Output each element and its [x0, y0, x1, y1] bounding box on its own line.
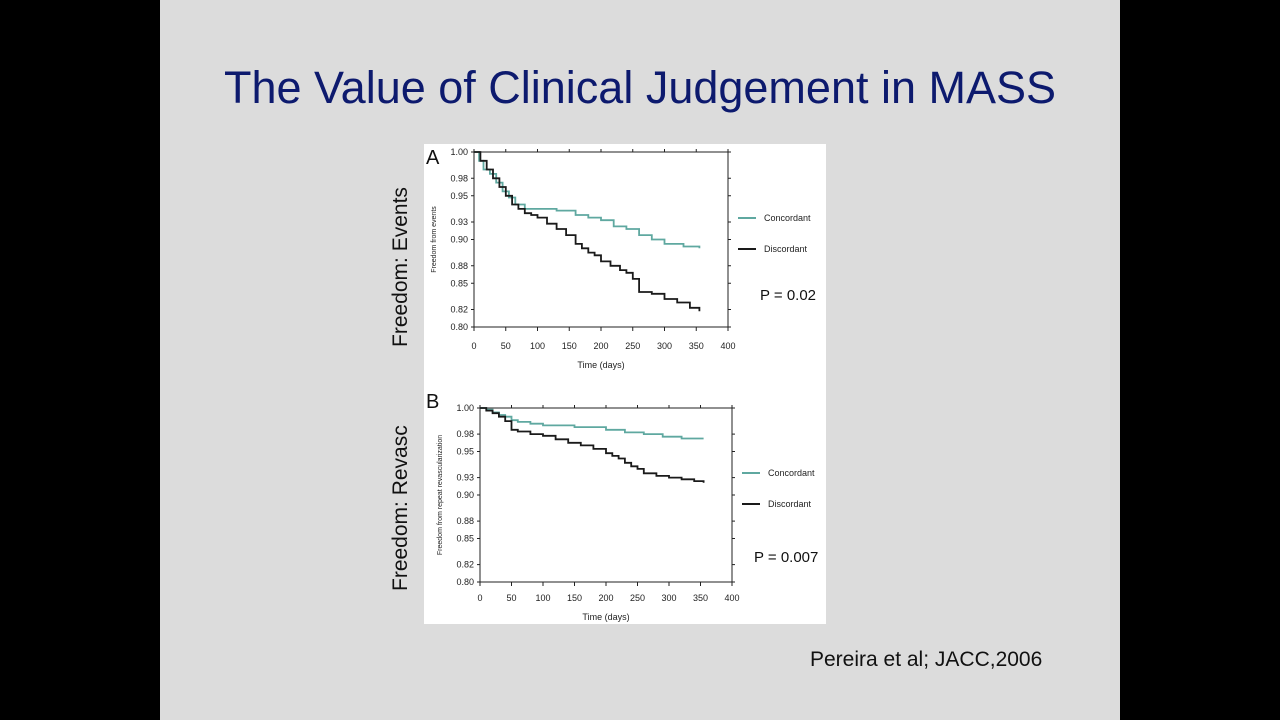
panel-b-xtick-label: 150 [567, 593, 582, 603]
panel-b-ytick-label: 0.98 [456, 429, 474, 439]
panel-a-frame [473, 151, 729, 328]
panel-a-legend-label-concordant: Concordant [764, 213, 811, 223]
panel-b-frame [479, 407, 733, 583]
panel-a-series-concordant-line [474, 151, 701, 249]
panel-a-legend-label-discordant: Discordant [764, 244, 808, 254]
panel-b-xtick-label: 300 [661, 593, 676, 603]
outer-ylabel-a: Freedom: Events [389, 187, 412, 347]
panel-b-ytick-label: 0.88 [456, 516, 474, 526]
panel-a-series-discordant-line [474, 151, 701, 312]
panel-a-ytick-label: 1.00 [450, 147, 468, 157]
panel-b-ytick-label: 0.90 [456, 490, 474, 500]
panel-a-ytick-label: 0.85 [450, 278, 468, 288]
km-curves-figure: A 0 50 100 150 200 250 300 350 400 0.80 0.82 0.85 0.8… [426, 147, 818, 622]
panel-b-xlabel: Time (days) [582, 612, 629, 622]
panel-a-ytick-label: 0.93 [450, 217, 468, 227]
panel-a-xtick-label: 400 [720, 341, 735, 351]
panel-b-xtick-label: 250 [630, 593, 645, 603]
panel-a-xtick-label: 200 [593, 341, 608, 351]
panel-b-ytick-label: 0.80 [456, 577, 474, 587]
panel-a-xtick-label: 150 [562, 341, 577, 351]
panel-a-ylabel: Freedom from events [431, 206, 438, 273]
panel-b-ytick-label: 1.00 [456, 403, 474, 413]
panel-a-xtick-label: 350 [689, 341, 704, 351]
citation: Pereira et al; JACC,2006 [810, 648, 1043, 671]
panel-b-series-concordant-line [480, 407, 704, 440]
panel-a-xlabel: Time (days) [577, 360, 624, 370]
panel-a-xtick-label: 0 [471, 341, 476, 351]
panel-b-p-value: P = 0.007 [754, 549, 818, 566]
panel-a-xtick-label: 300 [657, 341, 672, 351]
panel-a-ytick-label: 0.90 [450, 235, 468, 245]
panel-b-xtick-label: 400 [724, 593, 739, 603]
panel-b-legend-label-discordant: Discordant [768, 499, 812, 509]
panel-a-ytick-label: 0.82 [450, 305, 468, 315]
panel-b-ytick-label: 0.82 [456, 560, 474, 570]
panel-a-ytick-label: 0.98 [450, 173, 468, 183]
slide: The Value of Clinical Judgement in MASS … [160, 0, 1120, 720]
panel-a-ytick-label: 0.88 [450, 261, 468, 271]
figure: A 0 50 100 150 200 250 300 350 400 0.80 0.82 0.85 0.8… [424, 144, 826, 624]
panel-a-xtick-label: 100 [530, 341, 545, 351]
panel-b-series-discordant-line [480, 407, 705, 483]
panel-b-ytick-label: 0.85 [456, 534, 474, 544]
panel-a-ytick-label: 0.80 [450, 322, 468, 332]
panel-a-xtick-label: 250 [625, 341, 640, 351]
panel-b-ytick-label: 0.95 [456, 447, 474, 457]
panel-a-label: A [426, 147, 440, 169]
panel-b-ytick-label: 0.93 [456, 473, 474, 483]
panel-b-legend-label-concordant: Concordant [768, 468, 815, 478]
panel-a-ytick-label: 0.95 [450, 191, 468, 201]
panel-a-p-value: P = 0.02 [760, 287, 816, 304]
panel-b-ylabel: Freedom from repeat revascularization [437, 435, 444, 555]
outer-ylabel-b: Freedom: Revasc [389, 425, 412, 591]
panel-b-xtick-label: 100 [535, 593, 550, 603]
panel-b-xtick-label: 200 [598, 593, 613, 603]
panel-b-xtick-label: 0 [477, 593, 482, 603]
panel-b-xtick-label: 50 [506, 593, 516, 603]
panel-b-xtick-label: 350 [693, 593, 708, 603]
panel-a-xtick-label: 50 [501, 341, 511, 351]
panel-b-label: B [426, 391, 439, 413]
slide-title: The Value of Clinical Judgement in MASS [223, 62, 1057, 113]
